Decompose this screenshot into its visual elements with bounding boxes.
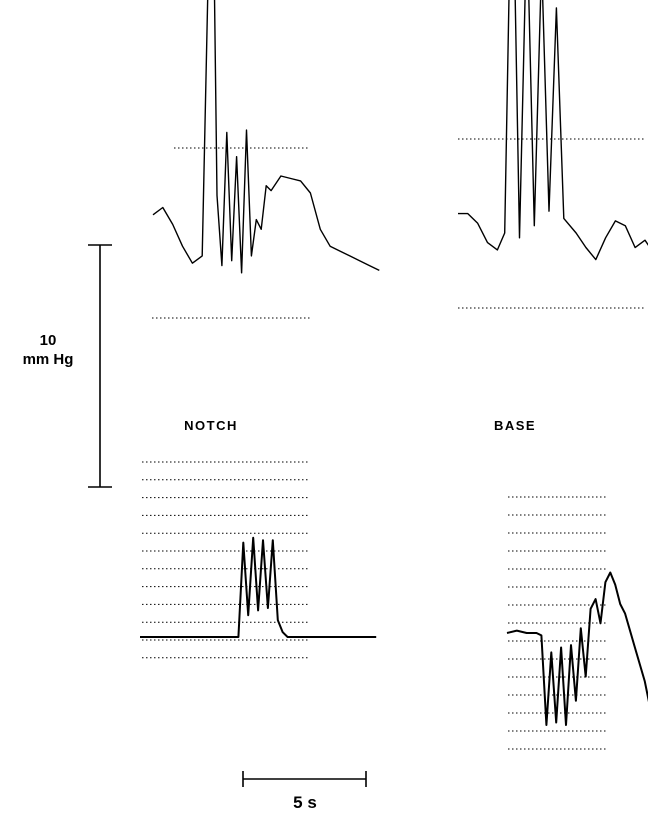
notch-upper-reference-lines [152,147,310,319]
pressure-scale-bar [88,244,112,488]
base-upper-trace [458,0,648,261]
notch-panel-label: NOTCH [184,418,238,433]
time-scale-bar [242,771,367,787]
pressure-scale-unit: mm Hg [23,351,74,368]
base-panel-label: BASE [494,418,536,433]
notch-lower-dotted-grid [142,461,308,659]
notch-upper-trace [152,0,380,274]
pressure-scale-value: 10 [40,332,57,349]
time-scale-label: 5 s [293,793,317,812]
base-lower-trace [506,571,648,726]
notch-lower-trace [140,536,377,638]
